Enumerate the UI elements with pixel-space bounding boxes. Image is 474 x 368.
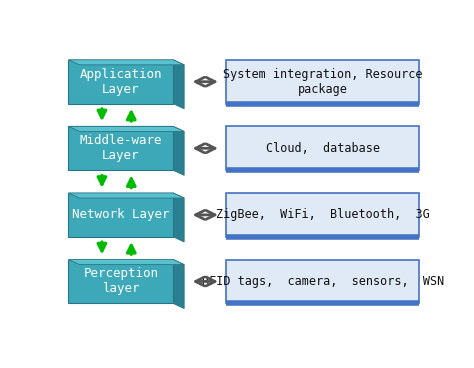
Polygon shape [68,126,184,131]
FancyBboxPatch shape [68,126,173,170]
FancyBboxPatch shape [68,259,173,304]
Polygon shape [68,60,184,65]
Text: Cloud,  database: Cloud, database [266,142,380,155]
FancyBboxPatch shape [227,60,419,104]
FancyBboxPatch shape [227,193,419,237]
Text: Perception
layer: Perception layer [83,268,158,296]
Text: Network Layer: Network Layer [72,208,170,222]
Polygon shape [68,259,184,265]
Polygon shape [173,259,184,308]
FancyBboxPatch shape [68,60,173,104]
Polygon shape [173,193,184,242]
Text: ZigBee,  WiFi,  Bluetooth,  3G: ZigBee, WiFi, Bluetooth, 3G [216,208,430,222]
FancyBboxPatch shape [68,193,173,237]
Text: Middle-ware
Layer: Middle-ware Layer [80,134,162,162]
Text: System integration, Resource
package: System integration, Resource package [223,68,423,96]
Polygon shape [173,60,184,109]
Text: Application
Layer: Application Layer [80,68,162,96]
Polygon shape [68,193,184,198]
FancyBboxPatch shape [227,126,419,170]
FancyBboxPatch shape [227,259,419,304]
Polygon shape [173,126,184,176]
Text: RFID tags,  camera,  sensors,  WSN: RFID tags, camera, sensors, WSN [202,275,444,288]
